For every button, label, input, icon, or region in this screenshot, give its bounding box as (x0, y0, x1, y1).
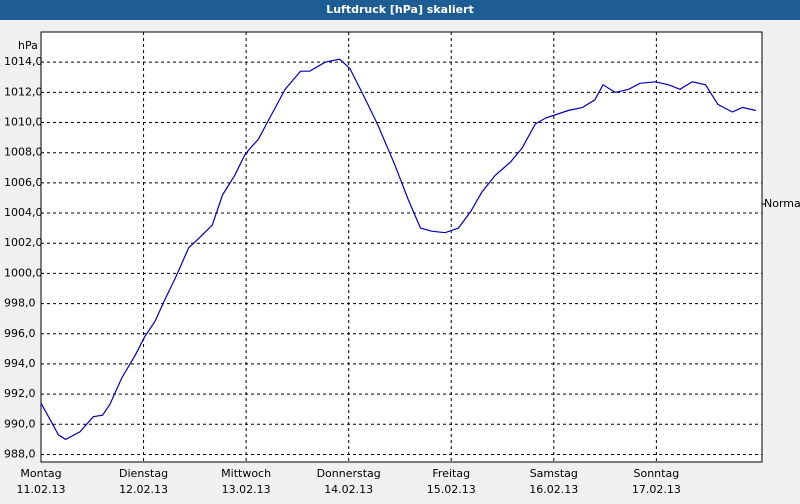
y-tick-label: 1008,0 (4, 146, 43, 159)
x-tick-label: Freitag (432, 467, 470, 480)
y-tick-label: 988,0 (4, 447, 36, 460)
x-tick-date: 15.02.13 (427, 483, 476, 496)
y-tick-label: 1004,0 (4, 206, 43, 219)
y-tick-label: 1002,0 (4, 236, 43, 249)
y-tick-label: 1000,0 (4, 266, 43, 279)
x-tick-date: 14.02.13 (324, 483, 373, 496)
plot-area (40, 31, 763, 463)
y-tick-label: 990,0 (4, 417, 36, 430)
y-tick-label: 992,0 (4, 387, 36, 400)
y-tick-label: 1010,0 (4, 116, 43, 129)
x-tick-label: Mittwoch (221, 467, 271, 480)
normal-label: Normal (764, 197, 800, 210)
title-bar (0, 0, 800, 20)
x-tick-date: 11.02.13 (17, 483, 66, 496)
x-tick-label: Samstag (530, 467, 578, 480)
x-tick-label: Dienstag (119, 467, 168, 480)
y-tick-label: 998,0 (4, 297, 36, 310)
chart-title: Luftdruck [hPa] skaliert (326, 3, 474, 16)
x-tick-date: 16.02.13 (529, 483, 578, 496)
y-tick-label: 1012,0 (4, 85, 43, 98)
x-tick-date: 13.02.13 (222, 483, 271, 496)
x-tick-label: Donnerstag (317, 467, 381, 480)
x-tick-date: 12.02.13 (119, 483, 168, 496)
y-unit: hPa (18, 39, 38, 52)
y-tick-label: 994,0 (4, 357, 36, 370)
x-tick-label: Sonntag (634, 467, 680, 480)
y-tick-label: 1014,0 (4, 55, 43, 68)
y-tick-label: 996,0 (4, 327, 36, 340)
x-tick-date: 17.02.13 (632, 483, 681, 496)
x-tick-label: Montag (20, 467, 61, 480)
y-tick-label: 1006,0 (4, 176, 43, 189)
pressure-line (40, 58, 756, 441)
